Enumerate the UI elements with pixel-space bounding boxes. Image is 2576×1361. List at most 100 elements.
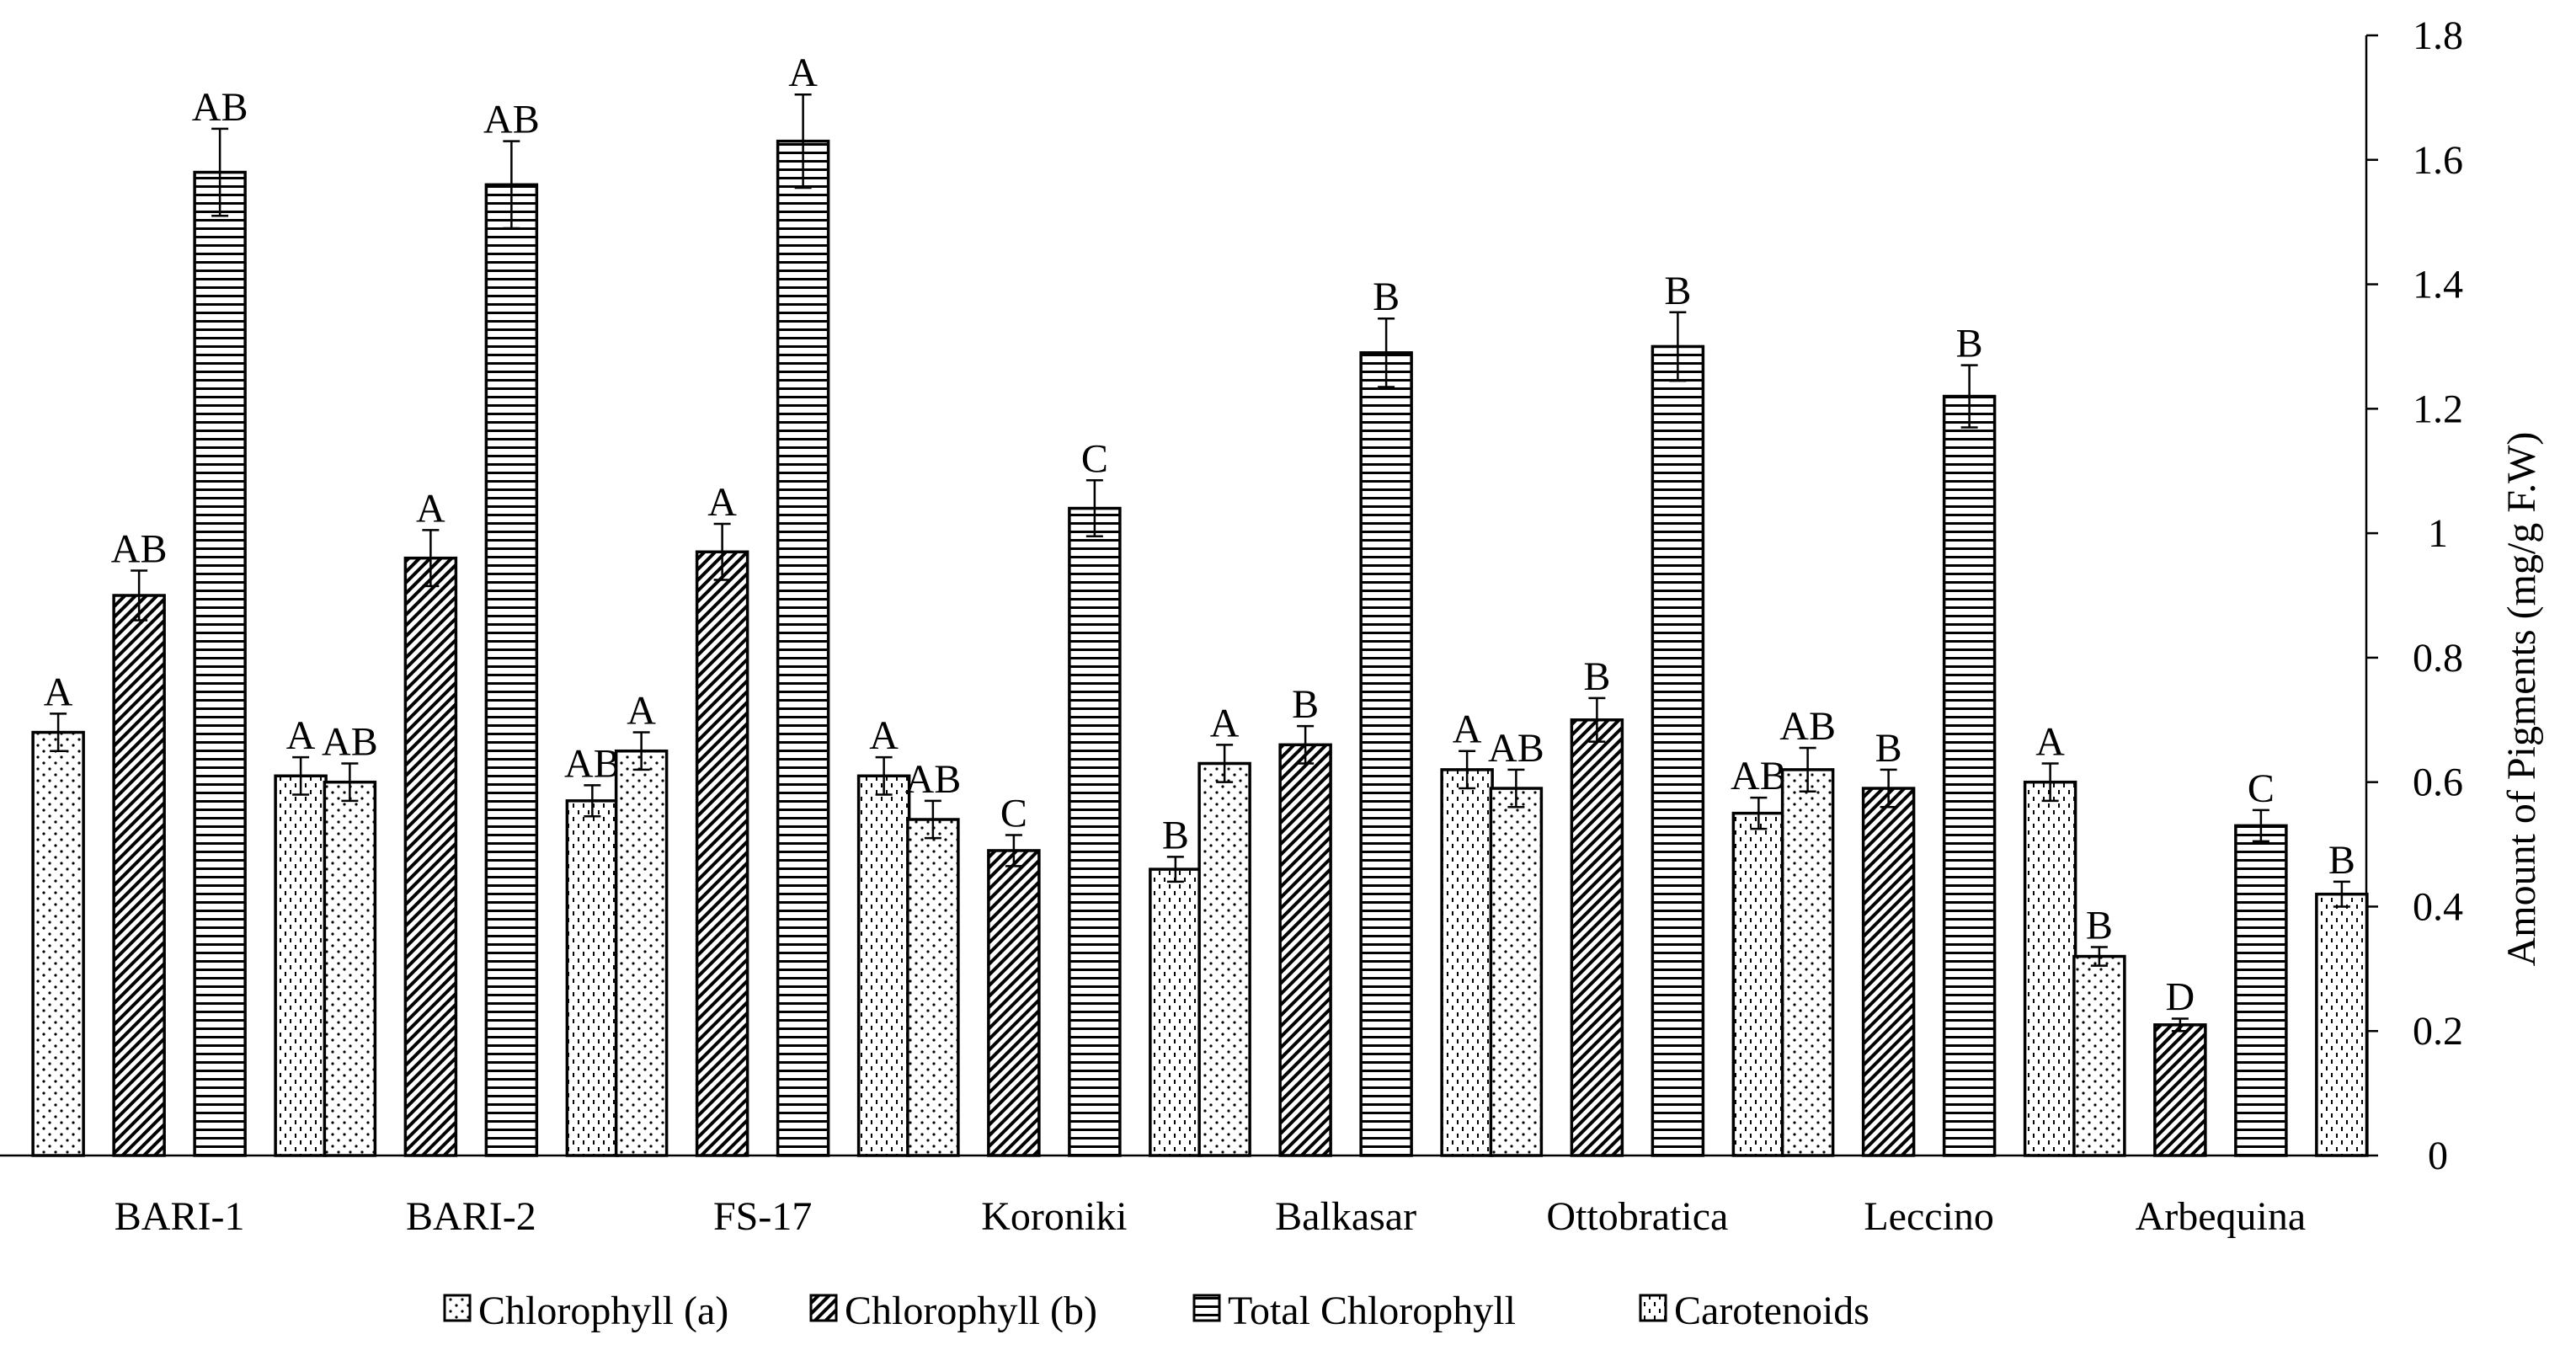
bar xyxy=(274,774,328,1157)
bar xyxy=(1651,344,1705,1157)
y-axis-title: Amount of Pigments (mg/g F.W) xyxy=(2499,432,2544,967)
category-label: BARI-2 xyxy=(406,1194,536,1239)
bar xyxy=(1570,718,1624,1157)
category-label: Leccino xyxy=(1864,1194,1994,1239)
bar xyxy=(31,730,85,1157)
bar xyxy=(2023,780,2077,1157)
significance-label: A xyxy=(707,480,737,525)
bar xyxy=(1149,867,1203,1157)
bar xyxy=(1440,768,1494,1157)
significance-label: B xyxy=(1373,275,1400,319)
significance-label: A xyxy=(2035,720,2065,765)
bar xyxy=(2072,954,2126,1157)
bar xyxy=(695,550,749,1157)
bar xyxy=(614,749,669,1157)
significance-label: AB xyxy=(564,741,621,786)
significance-label: A xyxy=(44,670,73,714)
bar xyxy=(1942,394,1997,1157)
significance-label: B xyxy=(1162,813,1189,857)
significance-label: AB xyxy=(1731,754,1787,798)
bar xyxy=(1359,351,1413,1157)
bar xyxy=(906,818,960,1157)
bar xyxy=(193,170,247,1157)
y-tick-label: 1 xyxy=(2428,511,2448,556)
legend-item: Carotenoids xyxy=(1639,1289,1869,1333)
legend-label: Chlorophyll (a) xyxy=(478,1289,728,1333)
category-label: Koroniki xyxy=(981,1194,1127,1239)
y-tick-label: 0 xyxy=(2428,1134,2448,1178)
significance-label: C xyxy=(1081,436,1108,481)
category-label: BARI-1 xyxy=(115,1194,245,1239)
significance-label: AB xyxy=(111,526,168,571)
bar xyxy=(323,780,377,1157)
significance-label: A xyxy=(627,689,656,734)
bar xyxy=(1861,787,1916,1157)
significance-label: B xyxy=(1583,654,1610,699)
y-tick-label: 1.2 xyxy=(2413,387,2463,431)
y-tick-label: 1.4 xyxy=(2413,263,2463,307)
bar xyxy=(1068,506,1122,1157)
significance-label: AB xyxy=(1779,704,1836,749)
bar xyxy=(565,799,620,1157)
significance-label: AB xyxy=(483,98,540,142)
bar xyxy=(856,774,911,1157)
legend-swatch xyxy=(1639,1294,1667,1322)
y-tick-label: 0.4 xyxy=(2413,884,2463,929)
significance-label: AB xyxy=(322,720,378,765)
bar xyxy=(112,594,166,1157)
significance-label: B xyxy=(1875,726,1902,771)
legend-item: Chlorophyll (a) xyxy=(443,1289,728,1333)
significance-label: AB xyxy=(905,757,962,802)
category-label: FS-17 xyxy=(713,1194,812,1239)
significance-label: C xyxy=(1000,791,1027,835)
significance-label: A xyxy=(1453,707,1482,752)
significance-label: B xyxy=(1956,322,1983,366)
bar xyxy=(1197,761,1251,1157)
significance-label: A xyxy=(788,51,818,95)
y-axis: 0 0.2 0.4 0.6 0.8 1 1.2 1.4 1.6 1.8 xyxy=(2365,13,2463,1178)
x-axis: BARI-1 BARI-2 FS-17 Koroniki Balkasar Ottobra… xyxy=(0,1154,2366,1239)
legend: Chlorophyll (a) Chlorophyll (b) Total Chlo… xyxy=(443,1289,1869,1333)
legend-item: Total Chlorophyll xyxy=(1192,1289,1516,1333)
bar xyxy=(2315,892,2369,1157)
legend-label: Chlorophyll (b) xyxy=(845,1289,1097,1333)
bar xyxy=(484,183,539,1157)
bar xyxy=(1780,768,1835,1157)
legend-swatch xyxy=(809,1294,838,1322)
significance-label: B xyxy=(1292,682,1319,727)
legend-label: Carotenoids xyxy=(1674,1289,1869,1333)
y-tick-label: 0.2 xyxy=(2413,1009,2463,1054)
bar xyxy=(2234,824,2288,1157)
y-tick-label: 0.6 xyxy=(2413,761,2463,805)
significance-label: B xyxy=(1664,269,1691,313)
category-label: Balkasar xyxy=(1275,1194,1416,1239)
bar xyxy=(1731,811,1786,1157)
significance-label: AB xyxy=(192,85,248,130)
bar xyxy=(987,849,1041,1157)
y-tick-label: 0.8 xyxy=(2413,636,2463,680)
bar xyxy=(2153,1023,2207,1157)
y-tick-label: 1.8 xyxy=(2413,13,2463,58)
significance-label: A xyxy=(286,713,316,758)
significance-label: B xyxy=(2086,903,2113,947)
significance-label: B xyxy=(2328,838,2355,883)
significance-label: D xyxy=(2166,974,2195,1019)
significance-label: A xyxy=(869,713,899,758)
legend-swatch xyxy=(443,1294,472,1322)
significance-label: AB xyxy=(1488,726,1544,771)
significance-label: A xyxy=(1210,701,1240,745)
category-label: Arbequina xyxy=(2136,1194,2307,1239)
bar xyxy=(1278,743,1332,1157)
significance-label: C xyxy=(2248,766,2275,811)
y-tick-label: 1.6 xyxy=(2413,138,2463,183)
bar xyxy=(776,139,830,1157)
legend-item: Chlorophyll (b) xyxy=(809,1289,1097,1333)
category-label: Ottobratica xyxy=(1546,1194,1728,1239)
significance-label: A xyxy=(416,486,445,531)
legend-label: Total Chlorophyll xyxy=(1228,1289,1516,1333)
bar xyxy=(1489,787,1544,1157)
legend-swatch xyxy=(1192,1294,1221,1322)
bar xyxy=(403,556,458,1157)
